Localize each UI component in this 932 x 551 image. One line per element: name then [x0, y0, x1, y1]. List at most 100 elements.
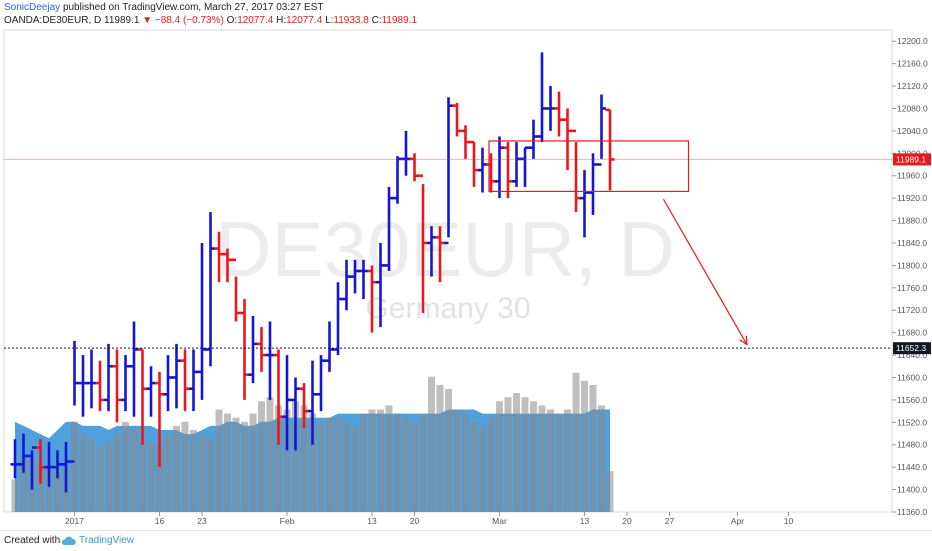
price-axis[interactable]: 11360.0 11400.0 11440.0 11480.0 11520.0 11560…: [892, 36, 931, 517]
ohlc-bar: [563, 108, 572, 171]
ohlc-bar: [172, 343, 181, 409]
ohlc-bar: [53, 450, 62, 479]
symbol-legend: OANDA:DE30EUR, D 11989.1 ▼ −88.4 (−0.73%…: [4, 15, 417, 26]
y-tick-label: 11520.0: [897, 417, 927, 427]
x-tick-label: Feb: [280, 516, 295, 526]
ohlc-bar: [138, 348, 147, 445]
volume-bar: [130, 430, 138, 512]
ohlc-bar: [478, 147, 487, 193]
volume-bar: [11, 479, 19, 512]
close-value: 11989.1: [381, 15, 417, 26]
consolidation-box: [488, 140, 690, 193]
ohlc-bar: [27, 446, 37, 490]
ohlc-bar: [112, 349, 122, 423]
symbol-name[interactable]: OANDA:DE30EUR, D: [4, 15, 102, 26]
y-tick-label: 11600.0: [897, 372, 927, 382]
x-tick-label: 13: [580, 516, 590, 526]
price-bars: [10, 52, 615, 493]
x-tick-label: Apr: [731, 516, 744, 526]
ohlc-bar: [189, 349, 198, 412]
volume-bar: [564, 409, 571, 512]
ohlc-bar: [342, 259, 351, 311]
volume-bar: [411, 421, 418, 512]
ohlc-bar: [44, 441, 54, 487]
y-tick-label: 11880.0: [897, 216, 927, 226]
volume-bar: [377, 409, 384, 512]
author-link[interactable]: SonicDeejay: [4, 2, 61, 13]
ohlc-bar: [129, 321, 139, 417]
ohlc-bar: [299, 383, 309, 428]
ohlc-bar: [257, 327, 266, 372]
volume-bar: [292, 401, 299, 512]
volume-bar: [79, 434, 87, 512]
volume-bar: [139, 438, 146, 512]
volume-bar: [581, 380, 588, 512]
forecast-arrow: [662, 198, 748, 345]
volume-bar: [496, 401, 503, 512]
ohlc-bar: [240, 299, 249, 400]
ohlc-bar: [605, 108, 615, 191]
close-label: C:: [371, 15, 382, 26]
time-axis[interactable]: 2017 16 23 Feb 13 20 Mar 13 20 27 Apr 10: [65, 512, 793, 526]
y-tick-label: 12200.0: [897, 36, 928, 46]
volume-bar: [147, 442, 155, 512]
volume-bar: [453, 409, 461, 512]
y-tick-label: 11840.0: [897, 238, 927, 248]
y-tick-label: 11560.0: [897, 395, 927, 405]
ohlc-bar: [571, 129, 581, 213]
ohlc-bar: [529, 119, 538, 159]
ohlc-bar: [146, 366, 156, 417]
ohlc-bar: [588, 153, 598, 215]
created-with-label: Created with: [4, 535, 61, 546]
ohlc-bar: [78, 355, 88, 417]
ohlc-bar: [376, 242, 385, 328]
ohlc-bar: [393, 156, 402, 204]
ohlc-bar: [503, 142, 513, 199]
ohlc-bar: [316, 355, 326, 412]
ohlc-bar: [265, 321, 275, 400]
volume-bar: [521, 397, 529, 512]
ohlc-bar: [10, 439, 20, 479]
forecast-arrow-head: [739, 335, 748, 346]
chart-annotations: [4, 140, 892, 349]
ohlc-bar: [350, 259, 360, 294]
y-tick-label: 12000.0: [897, 148, 928, 158]
x-tick-label: 20: [410, 516, 420, 526]
volume-bar: [249, 413, 257, 512]
price-change: −88.4 (−0.73%): [154, 15, 224, 26]
volume-bar: [207, 438, 214, 512]
ohlc-bar: [155, 371, 164, 468]
ohlc-bar: [163, 355, 173, 412]
publish-line: SonicDeejay published on TradingView.com…: [4, 2, 323, 13]
y-tick-label: 11480.0: [897, 440, 927, 450]
volume-bar: [504, 397, 512, 512]
ohlc-bar: [427, 226, 436, 277]
x-tick-label: 20: [622, 516, 632, 526]
y-tick-label: 11760.0: [897, 283, 927, 293]
ohlc-bar: [282, 355, 292, 451]
ohlc-bar: [95, 360, 105, 412]
low-value: 11933.8: [333, 15, 369, 26]
x-tick-label: 10: [784, 516, 794, 526]
x-tick-label: 27: [665, 516, 675, 526]
volume-bar: [479, 425, 486, 512]
ohlc-bar: [197, 242, 207, 400]
y-tick-label: 11400.0: [897, 485, 927, 495]
volume-bar: [445, 389, 452, 512]
ohlc-bar: [359, 259, 368, 300]
ohlc-bar: [512, 142, 521, 187]
ohlc-bar: [206, 212, 215, 367]
volume-bar: [598, 405, 605, 512]
open-label: O:: [226, 15, 238, 26]
y-tick-label: 11960.0: [897, 171, 927, 181]
volume-bar: [334, 417, 342, 512]
ohlc-bar: [70, 341, 79, 463]
tradingview-logo[interactable]: TradingView: [60, 535, 134, 546]
ohlc-bar: [546, 86, 555, 131]
volume-bar: [198, 434, 206, 512]
volume-bar: [538, 405, 546, 512]
y-tick-label: 11720.0: [897, 305, 927, 315]
watermark-title: DE30EUR, D: [215, 205, 674, 293]
support-price-tag: [893, 342, 931, 355]
